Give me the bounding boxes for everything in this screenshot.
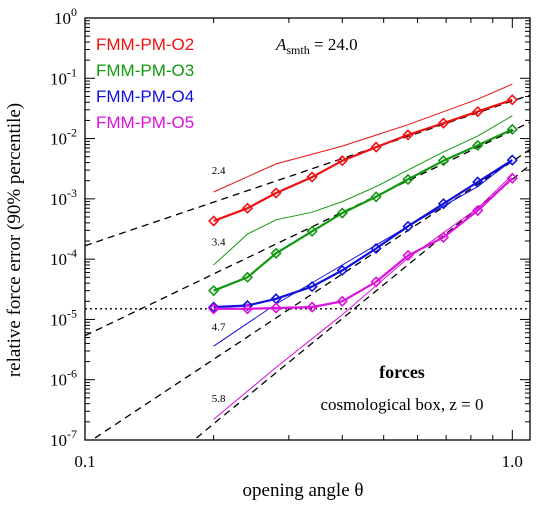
y-tick-label-3: 10-4 xyxy=(50,246,77,269)
y-tick-mantissa: 10 xyxy=(50,371,67,390)
y-tick-label-2: 10-5 xyxy=(50,306,77,329)
data-point xyxy=(336,295,348,307)
series-reference-line-1 xyxy=(213,115,513,266)
y-tick-label-1: 10-6 xyxy=(50,367,77,390)
y-tick-exponent: -3 xyxy=(67,186,77,200)
data-point xyxy=(241,303,254,315)
data-point xyxy=(270,247,282,259)
x-tick-label-0: 0.1 xyxy=(74,452,95,471)
data-point xyxy=(208,285,220,297)
legend-item-o4: FMM-PM-O4 xyxy=(96,87,194,106)
x-tick-label-1: 1.0 xyxy=(502,452,523,471)
panel-subtitle: cosmological box, z = 0 xyxy=(320,395,483,414)
data-point xyxy=(472,176,484,188)
data-point xyxy=(437,155,450,167)
data-point xyxy=(402,129,414,141)
y-tick-mantissa: 10 xyxy=(50,250,67,269)
asmth-subscript: smth xyxy=(286,43,309,57)
series-reference-line-3 xyxy=(213,174,513,420)
y-tick-label-7: 100 xyxy=(54,5,77,28)
data-point xyxy=(336,264,348,277)
data-point xyxy=(437,198,450,210)
data-point xyxy=(241,299,254,312)
panel-title: forces xyxy=(379,362,425,382)
power-law-guides xyxy=(85,94,530,440)
legend-item-o5: FMM-PM-O5 xyxy=(96,113,194,132)
data-point xyxy=(402,249,414,262)
y-tick-exponent: -2 xyxy=(67,126,77,140)
guide-label-3: 5.8 xyxy=(212,393,226,405)
data-point xyxy=(506,123,518,136)
series-reference-line-0 xyxy=(213,83,513,193)
asmth-value: = 24.0 xyxy=(310,35,358,54)
guide-labels: 2.4 3.4 4.7 5.8 xyxy=(212,165,226,405)
data-point xyxy=(306,280,318,293)
data-series xyxy=(208,83,518,420)
data-point xyxy=(370,141,382,153)
legend-item-o2: FMM-PM-O2 xyxy=(96,35,194,54)
plot-frame xyxy=(84,17,531,441)
data-point xyxy=(370,276,382,288)
y-tick-mantissa: 10 xyxy=(50,310,67,329)
data-point xyxy=(402,173,414,186)
y-tick-label-6: 10-1 xyxy=(50,65,77,88)
data-point xyxy=(241,202,254,214)
power-law-guide-3 xyxy=(192,164,530,440)
asmth-symbol: A xyxy=(275,35,287,54)
power-law-guide-1 xyxy=(85,121,530,337)
data-point xyxy=(437,231,450,243)
y-tick-exponent: -6 xyxy=(67,367,77,381)
data-point xyxy=(370,242,382,255)
y-tick-mantissa: 10 xyxy=(50,190,67,209)
y-tick-exponent: -1 xyxy=(67,65,77,79)
data-point xyxy=(208,301,220,313)
data-point xyxy=(472,204,484,217)
x-axis-label: opening angle θ xyxy=(243,480,364,501)
data-point xyxy=(270,302,282,314)
guide-label-0: 2.4 xyxy=(212,165,226,177)
asmth-annotation: Asmth = 24.0 xyxy=(275,35,358,57)
y-tick-mantissa: 10 xyxy=(50,130,67,149)
data-point xyxy=(208,215,220,227)
data-point xyxy=(472,139,484,152)
data-point xyxy=(506,172,518,184)
series-line-2 xyxy=(213,159,513,309)
data-point xyxy=(370,191,382,203)
data-point xyxy=(336,155,348,167)
data-point xyxy=(402,220,414,232)
guide-label-1: 3.4 xyxy=(212,236,226,248)
data-point xyxy=(306,225,318,237)
legend-item-o3: FMM-PM-O3 xyxy=(96,61,194,80)
y-tick-label-0: 10-7 xyxy=(50,427,77,450)
y-tick-exponent: 0 xyxy=(71,5,77,19)
y-tick-label-4: 10-3 xyxy=(50,186,77,209)
data-point xyxy=(506,94,518,106)
data-point xyxy=(472,105,484,118)
data-point xyxy=(208,303,220,315)
y-tick-mantissa: 10 xyxy=(50,69,67,88)
data-point xyxy=(336,207,348,219)
data-point xyxy=(306,301,318,313)
data-point xyxy=(506,154,518,166)
y-axis-label: relative force error (90% percentile) xyxy=(4,103,25,377)
power-law-guide-0 xyxy=(85,94,530,247)
y-tick-label-5: 10-2 xyxy=(50,126,77,149)
data-point xyxy=(437,117,450,129)
series-line-0 xyxy=(213,98,513,223)
series-line-1 xyxy=(213,128,513,292)
series-line-3 xyxy=(213,177,514,310)
legend: FMM-PM-O2 FMM-PM-O3 FMM-PM-O4 FMM-PM-O5 xyxy=(96,35,194,132)
guide-label-2: 4.7 xyxy=(212,322,226,334)
data-point xyxy=(241,271,254,283)
y-tick-exponent: -4 xyxy=(67,246,77,260)
y-tick-exponent: -5 xyxy=(67,306,77,320)
y-tick-mantissa: 10 xyxy=(50,431,67,450)
y-tick-mantissa: 10 xyxy=(54,9,71,28)
data-point xyxy=(306,171,318,183)
y-tick-exponent: -7 xyxy=(67,427,77,441)
data-point xyxy=(270,187,282,199)
